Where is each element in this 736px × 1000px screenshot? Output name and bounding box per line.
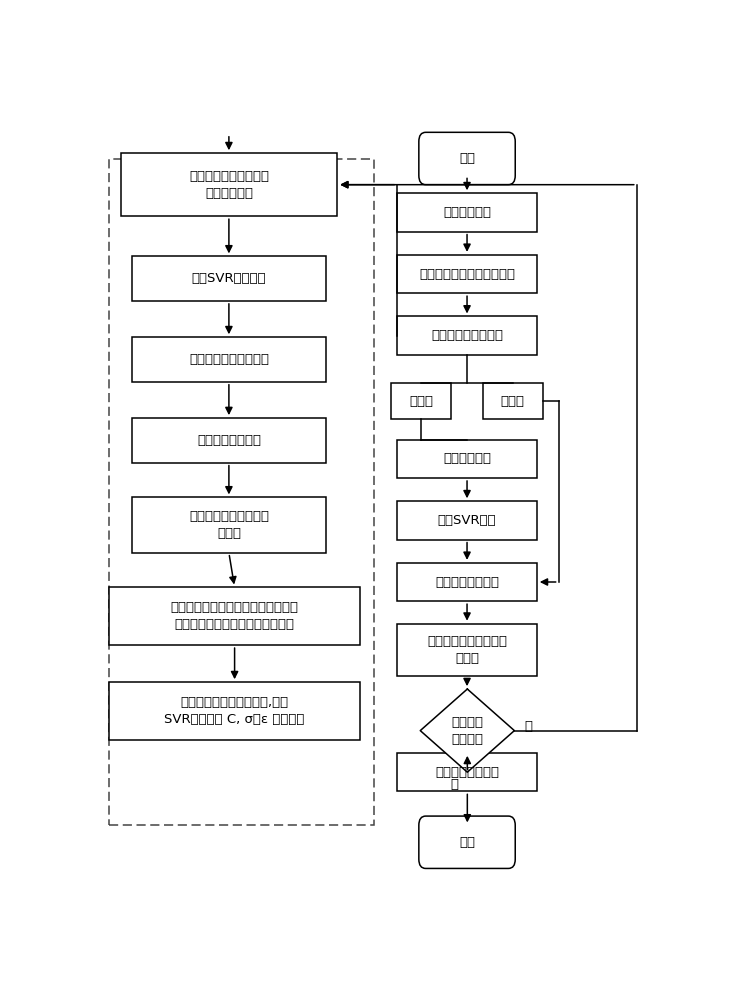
Text: 输出最终预测结果: 输出最终预测结果 — [435, 766, 499, 779]
Text: 二进制编码初始化种群: 二进制编码初始化种群 — [189, 353, 269, 366]
Text: 对预报因子进行归一化处理: 对预报因子进行归一化处理 — [419, 267, 515, 280]
Text: 结束: 结束 — [459, 836, 475, 849]
FancyBboxPatch shape — [397, 440, 537, 478]
FancyBboxPatch shape — [397, 501, 537, 540]
Text: 测试集: 测试集 — [500, 395, 525, 408]
FancyBboxPatch shape — [132, 256, 326, 301]
FancyBboxPatch shape — [109, 587, 360, 645]
Bar — [109, 158, 375, 825]
FancyBboxPatch shape — [109, 682, 360, 740]
Text: 评估结束，对剩下的细菌适应度值进
行比较，选出适应度值最大的细菌: 评估结束，对剩下的细菌适应度值进 行比较，选出适应度值最大的细菌 — [171, 601, 299, 631]
FancyBboxPatch shape — [397, 753, 537, 791]
Text: 对三种行为的适应度进
行评估: 对三种行为的适应度进 行评估 — [189, 510, 269, 540]
FancyBboxPatch shape — [392, 383, 451, 419]
Text: 得到初步预测结果: 得到初步预测结果 — [435, 576, 499, 588]
FancyBboxPatch shape — [132, 337, 326, 382]
Text: 筛选预报因子: 筛选预报因子 — [443, 206, 491, 219]
Text: 解码适应度值最大的细菌,得到
SVR模型参数 C, σ，ε 的最佳值: 解码适应度值最大的细菌,得到 SVR模型参数 C, σ，ε 的最佳值 — [164, 696, 305, 726]
Text: 训练SVR模型: 训练SVR模型 — [438, 514, 496, 527]
Text: 用检验集进行检验，分
析误差: 用检验集进行检验，分 析误差 — [427, 635, 507, 665]
Text: 确定初始种群规模、各
行为执行次数: 确定初始种群规模、各 行为执行次数 — [189, 170, 269, 200]
FancyBboxPatch shape — [121, 153, 337, 216]
Text: 选定历史样本并分类: 选定历史样本并分类 — [431, 329, 503, 342]
Text: 训练集: 训练集 — [409, 395, 434, 408]
Text: 得到最佳参数: 得到最佳参数 — [443, 452, 491, 465]
Text: 计算适应度函数值: 计算适应度函数值 — [197, 434, 261, 447]
FancyBboxPatch shape — [397, 563, 537, 601]
Text: 选择SVR参数范围: 选择SVR参数范围 — [191, 272, 266, 285]
Text: 误差在设
定范围？: 误差在设 定范围？ — [451, 716, 484, 746]
FancyBboxPatch shape — [132, 418, 326, 463]
Text: 开始: 开始 — [459, 152, 475, 165]
FancyBboxPatch shape — [397, 255, 537, 293]
Text: 是: 是 — [450, 778, 459, 791]
FancyBboxPatch shape — [397, 316, 537, 355]
FancyBboxPatch shape — [397, 624, 537, 676]
Text: 否: 否 — [525, 720, 533, 733]
FancyBboxPatch shape — [132, 497, 326, 553]
FancyBboxPatch shape — [419, 132, 515, 185]
FancyBboxPatch shape — [483, 383, 542, 419]
FancyBboxPatch shape — [397, 193, 537, 232]
FancyBboxPatch shape — [419, 816, 515, 868]
Polygon shape — [420, 689, 514, 772]
